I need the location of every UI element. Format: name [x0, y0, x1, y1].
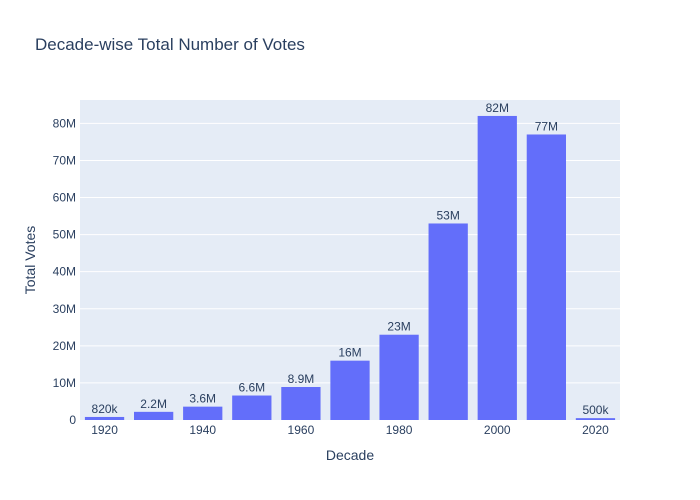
bar-value-label: 6.6M	[238, 381, 265, 395]
bar	[281, 386, 321, 420]
y-tick-label: 0	[69, 413, 76, 427]
bar	[134, 411, 174, 420]
x-tick-label: 2000	[484, 423, 511, 437]
bar	[477, 115, 517, 420]
y-tick-label: 80M	[53, 116, 76, 130]
bar	[526, 134, 566, 420]
bar-value-label: 500k	[582, 403, 609, 417]
bar-value-label: 53M	[437, 208, 460, 222]
bar	[330, 360, 370, 420]
x-tick-label: 1940	[189, 423, 216, 437]
bar	[575, 418, 616, 420]
chart-title: Decade-wise Total Number of Votes	[35, 35, 305, 54]
bar-value-label: 8.9M	[288, 372, 315, 386]
bar-value-label: 2.2M	[140, 397, 167, 411]
y-tick-label: 60M	[53, 191, 76, 205]
y-tick-label: 20M	[53, 339, 76, 353]
bar	[183, 406, 223, 420]
bar	[428, 223, 468, 420]
x-axis-ticks: 1920 1940 1960 1980 2000 2020	[91, 423, 609, 437]
bar-value-label: 23M	[387, 320, 410, 334]
bar	[84, 416, 125, 420]
y-axis-title: Total Votes	[22, 226, 38, 295]
y-tick-label: 70M	[53, 153, 76, 167]
y-tick-label: 40M	[53, 265, 76, 279]
y-tick-label: 50M	[53, 228, 76, 242]
x-tick-label: 1960	[288, 423, 315, 437]
bar-value-label: 16M	[338, 346, 361, 360]
bar-value-label: 3.6M	[189, 392, 216, 406]
y-tick-label: 10M	[53, 376, 76, 390]
x-tick-label: 1980	[386, 423, 413, 437]
bar-value-label: 82M	[486, 101, 509, 115]
y-axis-ticks: 0 10M 20M 30M 40M 50M 60M 70M 80M	[53, 116, 77, 427]
bar-value-label: 820k	[92, 402, 119, 416]
bar-value-label: 77M	[535, 119, 558, 133]
bar	[379, 334, 419, 420]
x-tick-label: 1920	[91, 423, 118, 437]
x-tick-label: 2020	[582, 423, 609, 437]
bar	[232, 395, 272, 420]
bar-labels: 820k 2.2M 3.6M 6.6M 8.9M 16M 23M 53M 82M 77M 500k	[92, 101, 610, 417]
bars	[84, 115, 616, 420]
y-tick-label: 30M	[53, 302, 76, 316]
x-axis-title: Decade	[326, 447, 374, 463]
